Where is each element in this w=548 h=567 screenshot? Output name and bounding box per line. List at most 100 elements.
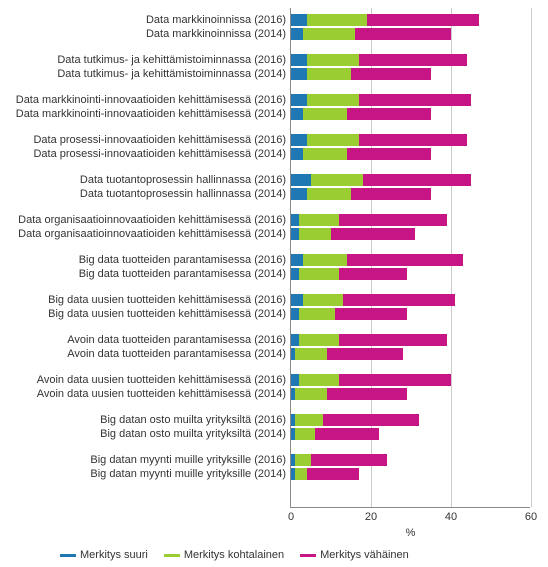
bar-segment-kohtalainen [303, 294, 343, 306]
bar [291, 294, 455, 306]
bar-segment-suuri [291, 254, 303, 266]
bar-segment-suuri [291, 14, 307, 26]
category-label: Data tuotantoprosessin hallinnassa (2016… [0, 174, 286, 186]
bar [291, 188, 431, 200]
bar-segment-kohtalainen [303, 108, 347, 120]
bar-segment-kohtalainen [303, 254, 347, 266]
bar-segment-suuri [291, 334, 299, 346]
bar [291, 228, 415, 240]
category-label: Big datan myynti muille yrityksille (201… [0, 454, 286, 466]
bar-segment-vahainen [339, 374, 451, 386]
bar-segment-kohtalainen [299, 268, 339, 280]
bar [291, 174, 471, 186]
category-label: Big data tuotteiden parantamisessa (2016… [0, 254, 286, 266]
bar-segment-kohtalainen [299, 228, 331, 240]
bar-segment-kohtalainen [295, 348, 327, 360]
legend-swatch [60, 554, 76, 557]
legend: Merkitys suuri Merkitys kohtalainen Merkit… [60, 549, 409, 561]
bar-segment-suuri [291, 374, 299, 386]
bar-segment-suuri [291, 308, 299, 320]
bar [291, 94, 471, 106]
bar-segment-vahainen [311, 454, 387, 466]
bar-segment-vahainen [335, 308, 407, 320]
bar-segment-vahainen [315, 428, 379, 440]
bar-segment-vahainen [359, 94, 471, 106]
bar-segment-kohtalainen [307, 14, 367, 26]
bar-segment-suuri [291, 28, 303, 40]
category-label: Big data tuotteiden parantamisessa (2014… [0, 268, 286, 280]
bar-segment-suuri [291, 214, 299, 226]
bar-segment-kohtalainen [295, 468, 307, 480]
chart-container: Data markkinoinnissa (2016) Data markkino… [0, 0, 548, 567]
bar-segment-suuri [291, 108, 303, 120]
bar [291, 68, 431, 80]
plot-area: % 0204060 [290, 8, 530, 508]
bar [291, 134, 467, 146]
legend-label: Merkitys vähäinen [320, 549, 409, 561]
bar-segment-kohtalainen [299, 334, 339, 346]
bar-segment-kohtalainen [299, 374, 339, 386]
bar-segment-vahainen [351, 188, 431, 200]
bar-segment-kohtalainen [303, 148, 347, 160]
bar [291, 308, 407, 320]
category-label: Data markkinoinnissa (2014) [0, 28, 286, 40]
bar-segment-kohtalainen [311, 174, 363, 186]
bar [291, 428, 379, 440]
bar-segment-kohtalainen [295, 388, 327, 400]
category-label: Big data uusien tuotteiden kehittämisess… [0, 294, 286, 306]
bar [291, 214, 447, 226]
legend-item: Merkitys vähäinen [300, 549, 409, 561]
bar [291, 468, 359, 480]
bar-segment-vahainen [307, 468, 359, 480]
x-tick-label: 20 [365, 511, 377, 523]
bar-segment-kohtalainen [295, 428, 315, 440]
category-label: Data markkinoinnissa (2016) [0, 14, 286, 26]
bar-segment-vahainen [347, 108, 431, 120]
x-tick-label: 40 [445, 511, 457, 523]
bar-segment-suuri [291, 294, 303, 306]
bar [291, 388, 407, 400]
bar-segment-vahainen [367, 14, 479, 26]
category-label: Data prosessi-innovaatioiden kehittämise… [0, 148, 286, 160]
category-label: Data organisaatioinnovaatioiden kehittäm… [0, 214, 286, 226]
category-label: Big data uusien tuotteiden kehittämisess… [0, 308, 286, 320]
bar-segment-vahainen [327, 348, 403, 360]
bar [291, 374, 451, 386]
legend-label: Merkitys suuri [80, 549, 148, 561]
bar-segment-vahainen [359, 134, 467, 146]
legend-label: Merkitys kohtalainen [184, 549, 284, 561]
bar-segment-vahainen [339, 214, 447, 226]
bar-segment-suuri [291, 134, 307, 146]
category-label: Data markkinointi-innovaatioiden kehittä… [0, 108, 286, 120]
bar-segment-kohtalainen [307, 94, 359, 106]
category-label: Big datan osto muilta yrityksiltä (2016) [0, 414, 286, 426]
category-label: Big datan myynti muille yrityksille (201… [0, 468, 286, 480]
category-label: Avoin data tuotteiden parantamisessa (20… [0, 348, 286, 360]
bar-segment-vahainen [327, 388, 407, 400]
bar-segment-vahainen [331, 228, 415, 240]
gridline [531, 8, 532, 507]
x-axis-label: % [406, 527, 416, 539]
bar-segment-kohtalainen [307, 54, 359, 66]
bar [291, 54, 467, 66]
bar-segment-kohtalainen [303, 28, 355, 40]
category-label: Big datan osto muilta yrityksiltä (2014) [0, 428, 286, 440]
bar [291, 108, 431, 120]
category-label: Data tuotantoprosessin hallinnassa (2014… [0, 188, 286, 200]
bar-segment-vahainen [339, 268, 407, 280]
legend-item: Merkitys kohtalainen [164, 549, 284, 561]
bar [291, 414, 419, 426]
category-label: Avoin data uusien tuotteiden kehittämise… [0, 374, 286, 386]
bar-segment-kohtalainen [295, 454, 311, 466]
category-label: Data organisaatioinnovaatioiden kehittäm… [0, 228, 286, 240]
category-label: Data prosessi-innovaatioiden kehittämise… [0, 134, 286, 146]
bar-segment-suuri [291, 228, 299, 240]
legend-item: Merkitys suuri [60, 549, 148, 561]
category-label: Data tutkimus- ja kehittämistoiminnassa … [0, 54, 286, 66]
category-label: Data tutkimus- ja kehittämistoiminnassa … [0, 68, 286, 80]
bar [291, 334, 447, 346]
bar [291, 454, 387, 466]
category-label: Avoin data tuotteiden parantamisessa (20… [0, 334, 286, 346]
bar-segment-vahainen [363, 174, 471, 186]
bar [291, 268, 407, 280]
